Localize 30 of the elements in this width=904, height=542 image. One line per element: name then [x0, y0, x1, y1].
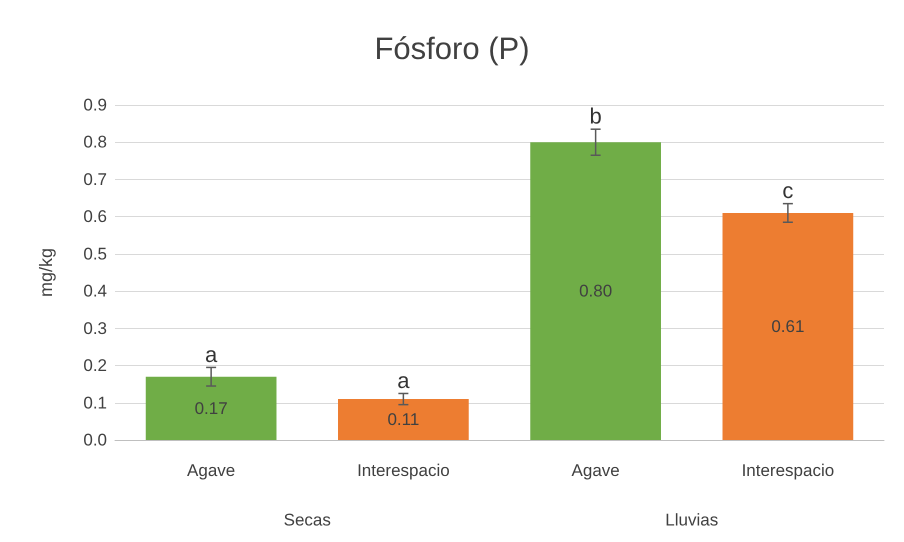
y-tick-label: 0.6 [83, 207, 107, 226]
text: Secas [284, 510, 331, 530]
y-tick-label: 0.2 [83, 356, 107, 376]
y-tick-label: 0.9 [83, 96, 107, 114]
data-label: 0.61 [771, 316, 804, 336]
y-tick-label: 0.1 [83, 393, 107, 412]
data-label: 0.17 [194, 398, 228, 418]
y-axis-title: mg/kg [36, 248, 56, 298]
y-tick-label: 0.8 [83, 132, 107, 152]
bar [146, 376, 276, 440]
bar [722, 212, 854, 440]
annotation: a [397, 368, 410, 393]
data-label: 0.80 [579, 282, 612, 301]
x-tick-label: Interespacio [742, 461, 834, 480]
x-tick-label: Agave [572, 461, 620, 480]
y-tick-label: 0.3 [83, 318, 107, 338]
y-tick-label: 0.5 [83, 244, 107, 264]
y-tick-label: 0.0 [83, 430, 107, 450]
x-tick-label: Agave [187, 461, 236, 480]
bar [530, 142, 661, 440]
y-tick-label: 0.4 [83, 282, 107, 301]
text: Lluvias [665, 510, 718, 530]
annotation: a [205, 342, 218, 367]
annotation: b [590, 104, 602, 129]
bar [338, 399, 469, 440]
x-tick-label: Interespacio [357, 461, 450, 480]
y-tick-label: 0.7 [83, 170, 107, 189]
annotation: c [782, 178, 794, 204]
data-label: 0.11 [387, 410, 420, 430]
chart-title: Fósforo (P) [374, 31, 530, 66]
